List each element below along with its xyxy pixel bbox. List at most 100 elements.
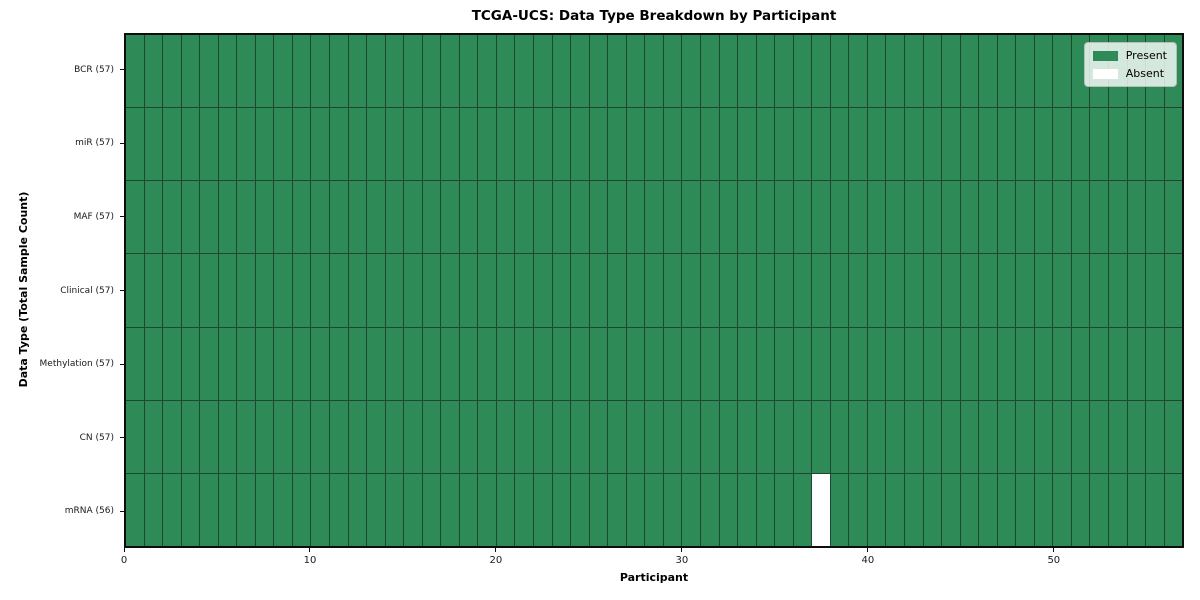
present-cell: [1015, 254, 1034, 327]
present-cell: [737, 327, 756, 400]
present-cell: [1107, 327, 1127, 400]
present-cell: [514, 181, 534, 254]
present-cell: [829, 254, 849, 327]
present-cell: [866, 473, 886, 546]
present-cell: [217, 254, 237, 327]
present-cell: [551, 35, 571, 108]
present-cell: [495, 400, 515, 473]
present-cell: [885, 35, 904, 108]
y-tick-mark: [120, 142, 124, 144]
present-cell: [570, 181, 589, 254]
x-tick-label: 0: [120, 555, 128, 566]
legend-item-absent: Absent: [1092, 67, 1167, 80]
present-cell: [347, 400, 367, 473]
present-cell: [1126, 181, 1146, 254]
present-cell: [570, 254, 589, 327]
present-cell: [811, 181, 830, 254]
present-cell: [1015, 181, 1034, 254]
present-cell: [1070, 473, 1090, 546]
present-cell: [199, 327, 218, 400]
present-cell: [588, 327, 608, 400]
x-tick-mark: [123, 548, 125, 552]
present-cell: [1033, 108, 1053, 181]
present-cell: [180, 473, 200, 546]
present-cell: [458, 254, 478, 327]
present-cell: [273, 181, 292, 254]
present-cell: [718, 400, 738, 473]
present-cell: [1070, 181, 1090, 254]
present-cell: [644, 35, 663, 108]
present-cell: [495, 254, 515, 327]
present-cell: [1107, 473, 1127, 546]
present-cell: [533, 35, 552, 108]
present-cell: [310, 473, 330, 546]
x-tick-mark: [495, 548, 497, 552]
present-cell: [440, 254, 459, 327]
legend: Present Absent: [1083, 42, 1177, 87]
present-cell: [885, 473, 904, 546]
present-cell: [737, 254, 756, 327]
present-cell: [384, 400, 404, 473]
present-cell: [737, 35, 756, 108]
present-cell: [291, 327, 311, 400]
present-cell: [143, 473, 163, 546]
present-cell: [996, 35, 1016, 108]
present-cell: [421, 35, 441, 108]
present-cell: [903, 181, 923, 254]
present-cell: [996, 400, 1016, 473]
present-cell: [1126, 327, 1146, 400]
x-axis-ticks: 0 10 20 30 40 50: [120, 548, 1184, 574]
present-cell: [366, 181, 385, 254]
present-cell: [458, 108, 478, 181]
present-cell: [718, 473, 738, 546]
chart-title: TCGA-UCS: Data Type Breakdown by Partici…: [471, 8, 837, 24]
present-cell: [941, 473, 960, 546]
present-cell: [588, 400, 608, 473]
present-cell: [959, 327, 979, 400]
present-cell: [1033, 181, 1053, 254]
y-tick-label: Clinical (57): [60, 285, 114, 296]
present-cell: [755, 327, 775, 400]
present-cell: [514, 35, 534, 108]
present-cell: [273, 473, 292, 546]
present-cell: [1052, 400, 1071, 473]
present-cell: [1052, 108, 1071, 181]
x-tick-mark: [867, 548, 869, 552]
present-cell: [236, 327, 255, 400]
present-cell: [403, 400, 422, 473]
present-cell: [533, 254, 552, 327]
present-cell: [570, 400, 589, 473]
present-cell: [1126, 108, 1146, 181]
present-cell: [792, 181, 812, 254]
present-cell: [570, 108, 589, 181]
present-cell: [792, 254, 812, 327]
present-cell: [829, 327, 849, 400]
present-cell: [1126, 254, 1146, 327]
present-cell: [273, 254, 292, 327]
present-cell: [662, 35, 682, 108]
present-cell: [978, 400, 997, 473]
present-cell: [1163, 181, 1183, 254]
present-cell: [848, 254, 867, 327]
present-cell: [1070, 327, 1090, 400]
present-cell: [180, 35, 200, 108]
present-cell: [941, 181, 960, 254]
present-cell: [217, 473, 237, 546]
present-cell: [978, 108, 997, 181]
present-cell: [310, 400, 330, 473]
present-cell: [996, 473, 1016, 546]
present-cell: [217, 327, 237, 400]
y-tick-mark: [120, 437, 124, 439]
present-cell: [1145, 327, 1164, 400]
present-cell: [254, 35, 274, 108]
present-cell: [162, 254, 181, 327]
present-cell: [1163, 327, 1183, 400]
present-cell: [699, 181, 719, 254]
x-tick-label: 30: [675, 555, 689, 566]
present-cell: [903, 35, 923, 108]
present-cell: [1089, 473, 1108, 546]
y-tick-label: miR (57): [75, 138, 114, 149]
heatmap-row-Clinical: [126, 253, 1183, 327]
x-tick-label: 50: [1047, 555, 1061, 566]
present-cell: [347, 473, 367, 546]
